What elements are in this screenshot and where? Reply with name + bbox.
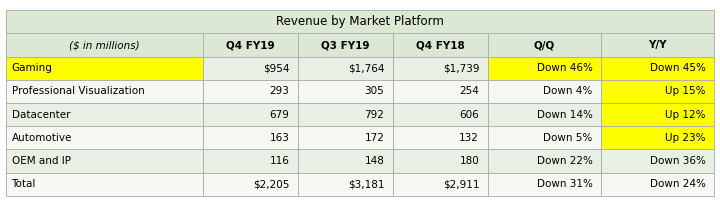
Text: 606: 606 (459, 110, 480, 120)
Text: Down 31%: Down 31% (536, 179, 593, 189)
Text: 305: 305 (364, 86, 384, 96)
Text: Datacenter: Datacenter (12, 110, 70, 120)
Bar (203, 34, 298, 57)
Bar (6, 149, 203, 173)
Bar (488, 103, 601, 126)
Text: $2,205: $2,205 (253, 179, 289, 189)
Text: Up 15%: Up 15% (665, 86, 706, 96)
Text: Down 45%: Down 45% (649, 63, 706, 73)
Bar (203, 57, 298, 80)
Bar (6, 103, 203, 126)
Bar (601, 57, 714, 80)
Text: $954: $954 (263, 63, 289, 73)
Bar (6, 57, 203, 80)
Bar (203, 80, 298, 103)
Text: Down 46%: Down 46% (536, 63, 593, 73)
Bar (393, 126, 488, 149)
Bar (488, 80, 601, 103)
Text: Down 4%: Down 4% (543, 86, 593, 96)
Bar (393, 57, 488, 80)
Bar (6, 80, 203, 103)
Bar (6, 173, 203, 196)
Text: 792: 792 (364, 110, 384, 120)
Bar (488, 149, 601, 173)
Text: 679: 679 (269, 110, 289, 120)
Bar (203, 173, 298, 196)
Bar (488, 34, 601, 57)
Bar (601, 173, 714, 196)
Bar (393, 80, 488, 103)
Text: Automotive: Automotive (12, 133, 72, 143)
Bar (203, 149, 298, 173)
Bar (393, 34, 488, 57)
Text: Q4 FY19: Q4 FY19 (226, 40, 275, 50)
Text: $2,911: $2,911 (443, 179, 480, 189)
Bar (6, 126, 203, 149)
Text: 116: 116 (269, 156, 289, 166)
Text: 148: 148 (364, 156, 384, 166)
Text: Gaming: Gaming (12, 63, 53, 73)
Bar (298, 80, 393, 103)
Text: Down 36%: Down 36% (649, 156, 706, 166)
Text: Q3 FY19: Q3 FY19 (321, 40, 369, 50)
Bar (488, 173, 601, 196)
Text: Q/Q: Q/Q (534, 40, 555, 50)
Text: 180: 180 (459, 156, 480, 166)
Text: Down 22%: Down 22% (536, 156, 593, 166)
Text: OEM and IP: OEM and IP (12, 156, 71, 166)
Text: $1,764: $1,764 (348, 63, 384, 73)
Bar (601, 126, 714, 149)
Bar (203, 103, 298, 126)
Bar (298, 34, 393, 57)
Bar (393, 173, 488, 196)
Bar (298, 173, 393, 196)
Bar (393, 149, 488, 173)
Bar (6, 10, 714, 34)
Bar (393, 103, 488, 126)
Text: ($ in millions): ($ in millions) (69, 40, 140, 50)
Bar (601, 149, 714, 173)
Bar (298, 149, 393, 173)
Bar (488, 126, 601, 149)
Bar (298, 57, 393, 80)
Text: Down 14%: Down 14% (536, 110, 593, 120)
Text: 163: 163 (269, 133, 289, 143)
Text: Up 12%: Up 12% (665, 110, 706, 120)
Text: 293: 293 (269, 86, 289, 96)
Text: $3,181: $3,181 (348, 179, 384, 189)
Bar (203, 126, 298, 149)
Text: 132: 132 (459, 133, 480, 143)
Text: 254: 254 (459, 86, 480, 96)
Bar (298, 103, 393, 126)
Bar (488, 57, 601, 80)
Text: $1,739: $1,739 (443, 63, 480, 73)
Text: Y/Y: Y/Y (649, 40, 667, 50)
Bar (601, 103, 714, 126)
Text: Down 5%: Down 5% (543, 133, 593, 143)
Text: Total: Total (12, 179, 36, 189)
Bar (601, 80, 714, 103)
Text: Up 23%: Up 23% (665, 133, 706, 143)
Bar (601, 34, 714, 57)
Text: Down 24%: Down 24% (649, 179, 706, 189)
Text: 172: 172 (364, 133, 384, 143)
Text: Revenue by Market Platform: Revenue by Market Platform (276, 15, 444, 28)
Bar (6, 34, 203, 57)
Text: Q4 FY18: Q4 FY18 (416, 40, 464, 50)
Bar (298, 126, 393, 149)
Text: Professional Visualization: Professional Visualization (12, 86, 144, 96)
